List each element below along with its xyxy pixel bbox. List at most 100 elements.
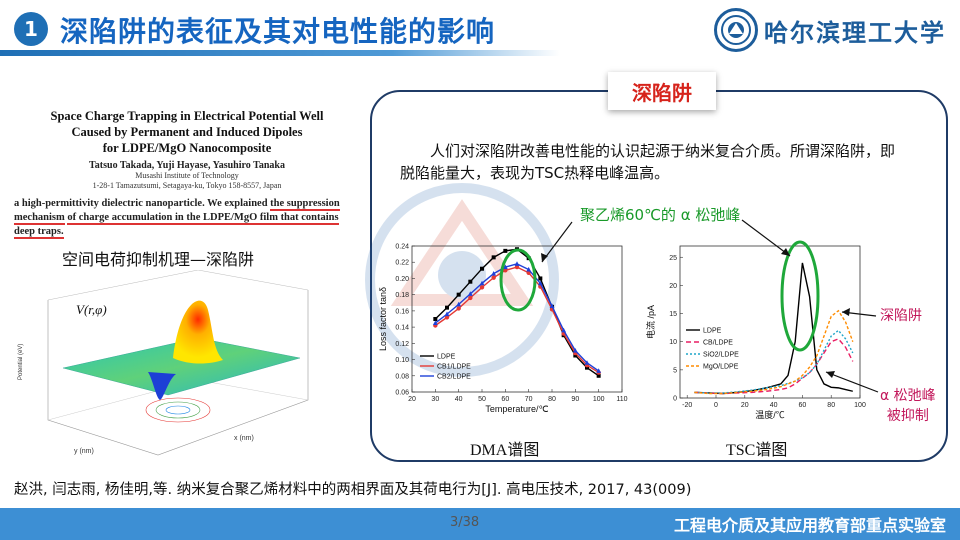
slide-title: 深陷阱的表征及其对电性能的影响 bbox=[60, 15, 496, 48]
footer-bar bbox=[0, 508, 960, 540]
legend-label: SiO2/LDPE bbox=[703, 352, 739, 359]
tsc-caption: TSC谱图 bbox=[726, 442, 788, 459]
title-underline bbox=[0, 50, 560, 56]
x-tick-label: 80 bbox=[548, 396, 556, 403]
abstract-highlight: deep traps. bbox=[14, 226, 64, 239]
data-point bbox=[572, 348, 578, 353]
x-tick-label: 40 bbox=[770, 402, 778, 409]
suppressed-peak-annotation: α 松弛峰 被抑制 bbox=[880, 386, 936, 426]
x-tick-label: 30 bbox=[431, 396, 439, 403]
plot-frame bbox=[411, 245, 623, 393]
data-point bbox=[456, 301, 462, 307]
panel-description: 人们对深陷阱改善电性能的认识起源于纳米复合介质。所谓深陷阱，即脱陷能量大，表现为… bbox=[400, 142, 896, 182]
x-axis-label: 温度/℃ bbox=[755, 409, 785, 420]
x-tick-label: 40 bbox=[455, 396, 463, 403]
legend-label: CB/LDPE bbox=[703, 340, 733, 347]
y-axis-label: 电流 /pA bbox=[646, 305, 656, 339]
university-seal-icon bbox=[714, 8, 758, 52]
data-point bbox=[502, 264, 508, 270]
x-tick-label: 110 bbox=[616, 396, 627, 403]
y-tick-label: 0.10 bbox=[395, 357, 409, 364]
y-tick-label: 10 bbox=[669, 339, 677, 346]
plot3d-z-label: Potential (eV) bbox=[18, 344, 24, 380]
paper-title: Space Charge Trapping in Electrical Pote… bbox=[14, 108, 360, 156]
x-tick-label: 70 bbox=[525, 396, 533, 403]
x-tick-label: 20 bbox=[741, 402, 749, 409]
plot-frame bbox=[679, 245, 861, 399]
paper-abstract: a high-permittivity dielectric nanoparti… bbox=[14, 197, 360, 239]
x-tick-label: 60 bbox=[799, 402, 807, 409]
y-tick-label: 15 bbox=[669, 311, 677, 318]
data-point bbox=[584, 360, 590, 365]
abstract-highlight: the suppression mechanism bbox=[14, 198, 340, 225]
arrow-to-suppressed-peak bbox=[825, 371, 879, 393]
x-tick-label: -20 bbox=[682, 402, 692, 409]
paper-title-line: for LDPE/MgO Nanocomposite bbox=[102, 141, 272, 155]
x-tick-label: 0 bbox=[714, 402, 718, 409]
data-point bbox=[479, 280, 485, 286]
paper-title-line: Space Charge Trapping in Electrical Pote… bbox=[50, 109, 324, 123]
plot3d-formula: V(r,φ) bbox=[76, 302, 107, 317]
data-point bbox=[468, 295, 473, 301]
dma-chart: 20 30 40 50 60 70 80 90 100 110 0.06 0.08 0.10 0.12 0.… bbox=[378, 244, 628, 415]
data-point bbox=[456, 306, 461, 311]
dma-peak-highlight bbox=[499, 248, 537, 312]
data-point bbox=[491, 275, 496, 280]
x-tick-label: 80 bbox=[827, 402, 835, 409]
x-tick-label: 50 bbox=[478, 396, 486, 403]
x-tick-label: 100 bbox=[854, 402, 866, 409]
plot3d-y-label: y (nm) bbox=[74, 448, 94, 455]
arrow-to-dma-peak bbox=[541, 221, 573, 263]
y-tick-label: 5 bbox=[673, 367, 677, 374]
deep-trap-annotation: 深陷阱 bbox=[880, 308, 922, 324]
paper-institution-line: Musashi Institute of Technology bbox=[135, 171, 239, 180]
y-tick-label: 25 bbox=[669, 255, 677, 262]
paper-institution-line: 1-28-1 Tamazutsumi, Setagaya-ku, Tokyo 1… bbox=[92, 181, 282, 190]
data-point bbox=[526, 266, 532, 272]
suppressed-peak-line: 被抑制 bbox=[886, 408, 929, 424]
y-tick-label: 0.20 bbox=[395, 276, 409, 283]
potential-3d-plot: V(r,φ) Potential (eV) y (nm) x (nm) bbox=[18, 270, 309, 456]
y-tick-label: 0.14 bbox=[395, 325, 409, 332]
series-line bbox=[694, 262, 853, 395]
data-point bbox=[561, 327, 567, 333]
y-tick-label: 20 bbox=[669, 283, 677, 290]
series-line bbox=[694, 338, 854, 395]
legend-label: CB2/LDPE bbox=[437, 374, 471, 381]
legend-label: MgO/LDPE bbox=[703, 364, 739, 371]
data-point bbox=[503, 248, 508, 253]
legend-label: CB1/LDPE bbox=[437, 364, 471, 371]
arrow-to-tsc-peak bbox=[741, 219, 791, 257]
data-point bbox=[467, 291, 473, 296]
data-point bbox=[585, 365, 589, 370]
university-logo: 哈尔滨理工大学 bbox=[714, 8, 946, 52]
y-tick-label: 0.16 bbox=[395, 308, 409, 315]
series-line bbox=[694, 309, 854, 395]
arrow-head bbox=[541, 253, 548, 262]
reference-citation: 赵洪, 闫志雨, 杨佳明,等. 纳米复合聚乙烯材料中的两相界面及其荷电行为[J]… bbox=[14, 482, 692, 498]
x-tick-label: 90 bbox=[571, 396, 579, 403]
data-point bbox=[432, 320, 438, 326]
data-point bbox=[596, 368, 602, 373]
data-point bbox=[491, 270, 497, 276]
data-point bbox=[491, 255, 496, 260]
data-point bbox=[514, 261, 520, 266]
data-point bbox=[480, 266, 484, 271]
y-tick-label: 0.18 bbox=[395, 292, 409, 299]
deep-trap-panel bbox=[370, 90, 948, 462]
data-point bbox=[444, 311, 450, 317]
data-point bbox=[549, 303, 555, 309]
x-tick-label: 20 bbox=[408, 396, 416, 403]
data-point bbox=[514, 264, 520, 270]
y-tick-label: 0.06 bbox=[395, 390, 409, 397]
y-tick-label: 0.12 bbox=[395, 341, 409, 348]
x-tick-label: 100 bbox=[593, 396, 605, 403]
data-point bbox=[456, 292, 461, 297]
tsc-chart: -20 0 20 40 60 80 100 0 5 10 15 20 25 温度/℃ 电流 /pA LDPE C… bbox=[646, 245, 866, 420]
y-tick-label: 0 bbox=[673, 396, 677, 403]
paper-authors: Tatsuo Takada, Yuji Hayase, Yasuhiro Tan… bbox=[89, 160, 285, 171]
legend-label: LDPE bbox=[437, 354, 456, 361]
dma-caption: DMA谱图 bbox=[470, 442, 540, 459]
data-point bbox=[503, 268, 508, 273]
